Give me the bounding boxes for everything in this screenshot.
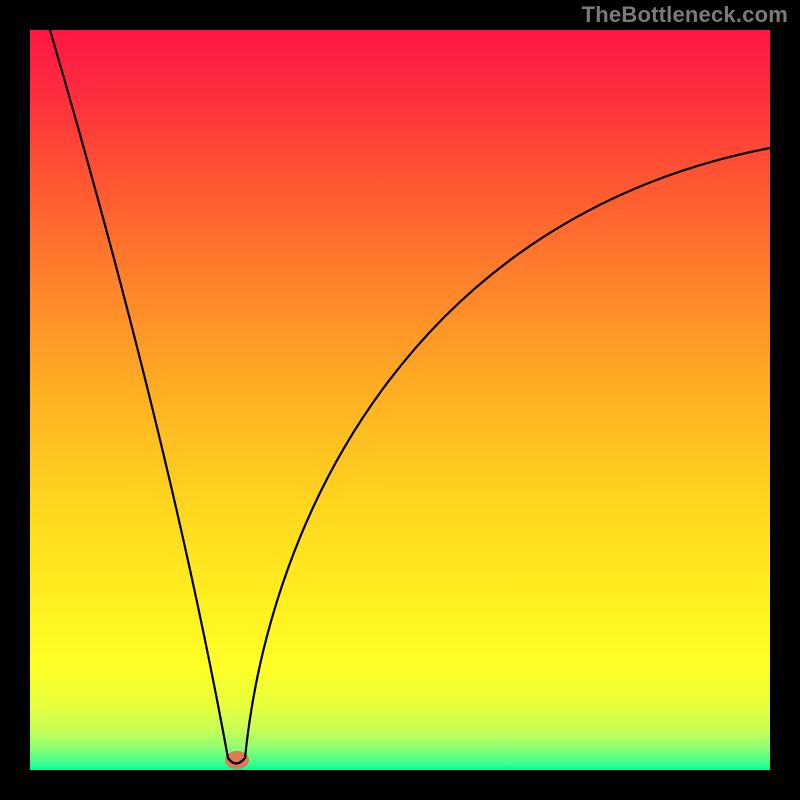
- gradient-background: [30, 30, 770, 770]
- plot-border: [0, 770, 800, 800]
- plot-border: [770, 0, 800, 800]
- plot-border: [0, 0, 30, 800]
- bottleneck-curve-plot: [0, 0, 800, 800]
- watermark-text: TheBottleneck.com: [582, 2, 788, 28]
- chart-container: TheBottleneck.com: [0, 0, 800, 800]
